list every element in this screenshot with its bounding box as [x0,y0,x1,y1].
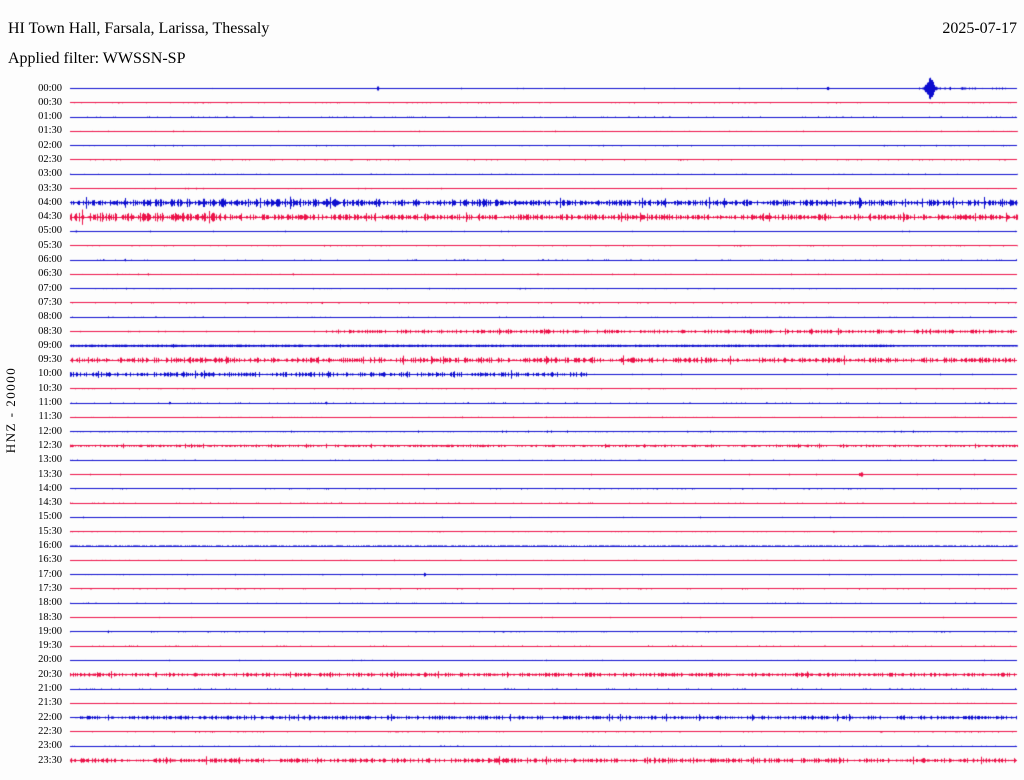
time-label: 05:00 [38,225,62,237]
time-label: 15:30 [38,525,62,537]
time-label: 16:30 [38,554,62,566]
time-label: 00:00 [38,82,62,94]
time-label: 15:00 [38,511,62,523]
time-label: 04:00 [38,196,62,208]
time-label: 08:30 [38,325,62,337]
time-label: 16:00 [38,540,62,552]
time-label: 22:30 [38,725,62,737]
time-label: 00:30 [38,96,62,108]
time-label: 18:30 [38,611,62,623]
time-label: 03:30 [38,182,62,194]
time-label: 05:30 [38,239,62,251]
time-label: 20:00 [38,654,62,666]
time-label: 21:00 [38,683,62,694]
time-label: 18:00 [38,597,62,609]
time-label: 07:30 [38,296,62,308]
time-label: 04:30 [38,211,62,223]
time-label: 09:30 [38,354,62,366]
time-label: 12:00 [38,425,62,437]
time-label: 06:30 [38,268,62,280]
time-label: 13:30 [38,468,62,480]
time-label: 10:30 [38,382,62,394]
time-label: 13:00 [38,454,62,466]
time-label: 03:00 [38,168,62,180]
time-label: 11:00 [38,397,62,409]
time-label: 11:30 [38,411,62,423]
time-label: 17:30 [38,582,62,594]
time-label: 12:30 [38,439,62,451]
time-label: 22:00 [38,711,62,723]
time-label: 01:00 [38,111,62,123]
time-label: 19:30 [38,640,62,652]
time-label: 23:30 [38,754,62,766]
time-label: 14:30 [38,497,62,509]
time-label: 23:00 [38,740,62,752]
time-label: 19:00 [38,625,62,637]
time-label: 20:30 [38,668,62,680]
time-label: 17:00 [38,568,62,580]
time-label: 21:30 [38,697,62,709]
time-label: 14:00 [38,482,62,494]
time-label: 06:00 [38,254,62,266]
time-label: 08:00 [38,311,62,323]
time-label: 10:00 [38,368,62,380]
time-label: 02:00 [38,139,62,151]
time-label: 02:30 [38,153,62,165]
time-label: 07:00 [38,282,62,294]
time-label: 01:30 [38,125,62,137]
time-label: 09:00 [38,339,62,351]
